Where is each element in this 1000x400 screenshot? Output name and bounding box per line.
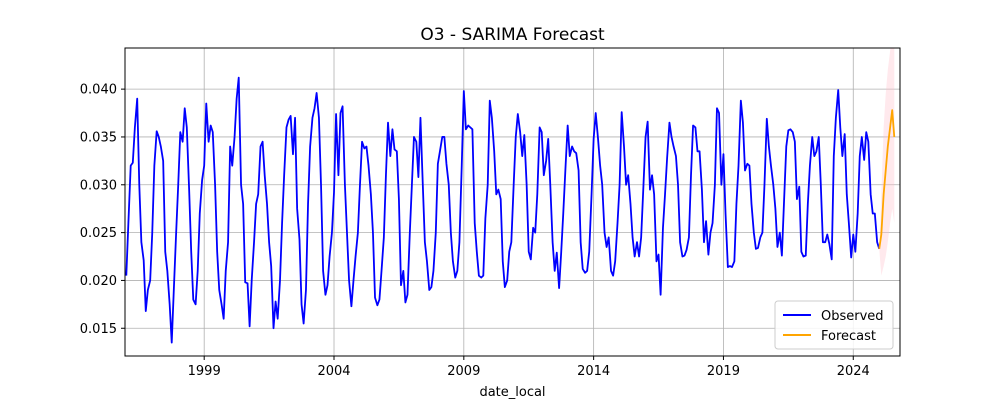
legend-label-forecast: Forecast	[821, 329, 876, 344]
y-tick-label: 0.040	[80, 83, 117, 98]
x-tick-label: 1999	[188, 364, 221, 379]
x-tick-label: 2024	[837, 364, 870, 379]
x-tick-label: 2014	[577, 364, 610, 379]
y-tick-label: 0.025	[80, 226, 117, 241]
legend-box	[774, 300, 894, 350]
y-tick-label: 0.030	[80, 178, 117, 193]
series-line-forecast	[878, 109, 896, 249]
x-axis-label: date_local	[479, 385, 545, 400]
y-tick-label: 0.015	[80, 322, 117, 337]
x-axis-ticks: 1999 2004 2009 2014 2019 2024	[188, 356, 870, 379]
series-layer	[125, 76, 896, 344]
series-line-observed	[125, 76, 881, 344]
x-tick-label: 2004	[317, 364, 350, 379]
plot-frame	[124, 47, 901, 357]
legend: Observed Forecast	[774, 300, 894, 350]
chart-title: O3 - SARIMA Forecast	[420, 25, 605, 45]
x-tick-label: 2019	[707, 364, 740, 379]
x-tick-label: 2009	[447, 364, 480, 379]
legend-label-observed: Observed	[821, 309, 884, 324]
y-tick-label: 0.035	[80, 130, 117, 145]
y-axis-ticks: 0.015 0.020 0.025 0.030 0.035 0.040	[80, 83, 125, 337]
y-tick-label: 0.020	[80, 274, 117, 289]
